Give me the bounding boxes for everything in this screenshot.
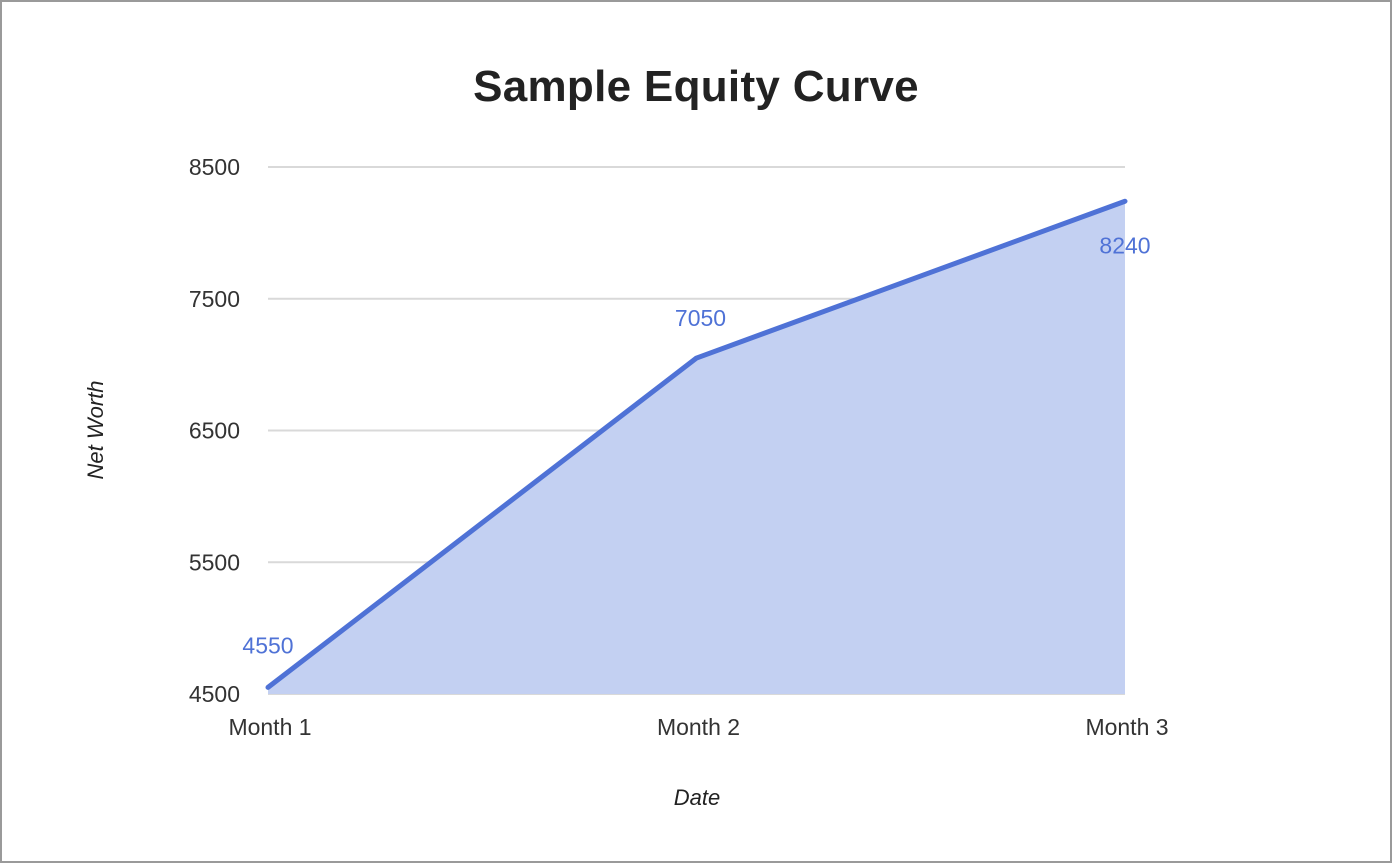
area-fill xyxy=(268,201,1125,694)
x-axis-label: Date xyxy=(673,785,721,810)
data-label: 7050 xyxy=(675,305,726,331)
x-tick-label: Month 2 xyxy=(657,714,740,740)
y-tick-label: 6500 xyxy=(189,418,240,444)
chart-title: Sample Equity Curve xyxy=(473,62,919,111)
y-tick-label: 7500 xyxy=(189,286,240,312)
data-labels: 4550 7050 8240 xyxy=(242,232,1150,658)
data-label: 8240 xyxy=(1099,232,1150,258)
x-tick-labels: Month 1 Month 2 Month 3 xyxy=(228,714,1168,740)
data-label: 4550 xyxy=(242,632,293,658)
line-series xyxy=(265,198,1128,690)
x-tick-label: Month 1 xyxy=(228,714,311,740)
series-line xyxy=(265,198,1128,690)
y-tick-labels: 4500 5500 6500 7500 8500 xyxy=(189,154,240,707)
y-tick-label: 5500 xyxy=(189,549,240,575)
x-tick-label: Month 3 xyxy=(1085,714,1168,740)
y-tick-label: 4500 xyxy=(189,681,240,707)
area-series xyxy=(268,201,1125,694)
y-tick-label: 8500 xyxy=(189,154,240,180)
